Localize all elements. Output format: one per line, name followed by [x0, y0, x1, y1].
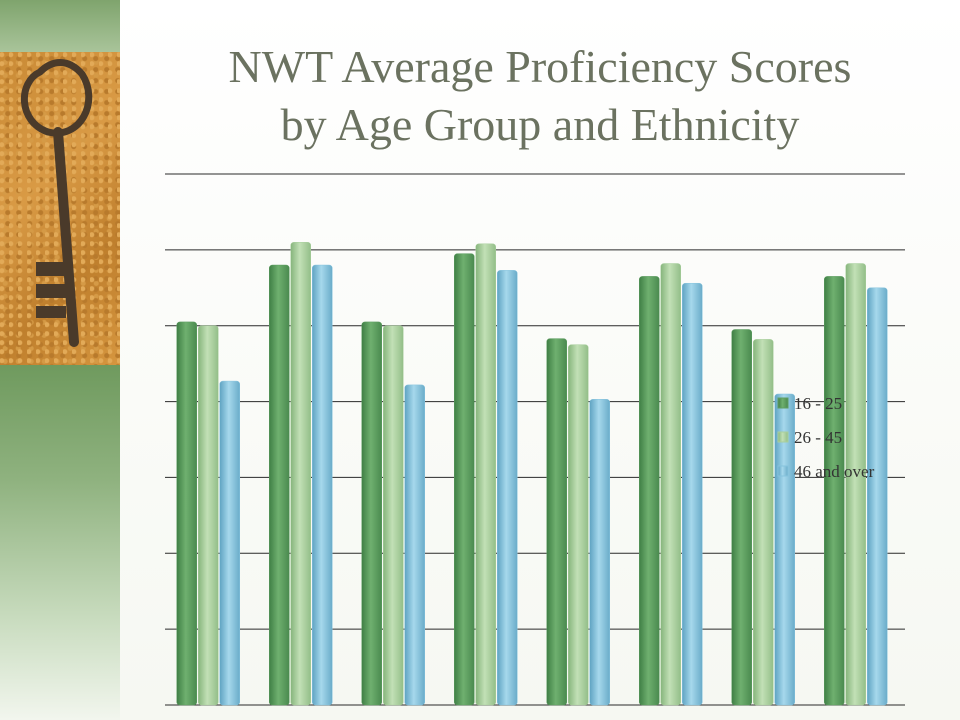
title-line-1: NWT Average Proficiency Scores — [228, 41, 852, 92]
bar-series-2-cat-4 — [475, 243, 496, 706]
key-icon — [21, 59, 93, 347]
bar-series-1-cat-2 — [269, 264, 290, 706]
bar-series-2-cat-1 — [198, 325, 219, 706]
bar-series-1-cat-6 — [639, 276, 660, 706]
bar-series-1-cat-4 — [454, 253, 475, 706]
title-line-2: by Age Group and Ethnicity — [280, 99, 800, 150]
bar-series-2-cat-6 — [660, 263, 681, 706]
bar-series-3-cat-3 — [404, 384, 425, 706]
legend-label-3: 46 and over — [794, 462, 875, 481]
left-decor-top-band — [0, 0, 120, 52]
bar-series-1-cat-5 — [546, 338, 567, 706]
bar-series-1-cat-3 — [361, 321, 382, 706]
bar-series-3-cat-5 — [589, 399, 610, 706]
bar-series-2-cat-7 — [753, 339, 774, 706]
bar-series-3-cat-8 — [867, 287, 888, 706]
legend-swatch-1 — [777, 397, 789, 409]
bar-series-2-cat-2 — [290, 242, 311, 706]
bar-series-3-cat-6 — [682, 282, 703, 706]
bar-series-2-cat-8 — [845, 263, 866, 706]
legend-swatch-2 — [777, 431, 789, 443]
bar-series-2-cat-5 — [568, 344, 589, 706]
bar-series-3-cat-4 — [497, 270, 518, 706]
bar-series-1-cat-8 — [824, 276, 845, 706]
bar-series-3-cat-2 — [312, 264, 333, 706]
legend: 16 - 25 26 - 45 46 and over — [777, 394, 875, 481]
bars — [176, 242, 888, 706]
bar-series-1-cat-1 — [176, 321, 197, 706]
legend-swatch-3 — [777, 465, 789, 477]
bar-series-3-cat-1 — [219, 380, 240, 706]
bar-series-2-cat-3 — [383, 325, 404, 706]
page-title: NWT Average Proficiency Scores by Age Gr… — [120, 38, 960, 154]
bar-series-1-cat-7 — [731, 329, 752, 706]
key-photo — [0, 52, 120, 365]
legend-label-1: 16 - 25 — [794, 394, 842, 413]
legend-label-2: 26 - 45 — [794, 428, 842, 447]
slide-background — [120, 0, 960, 720]
